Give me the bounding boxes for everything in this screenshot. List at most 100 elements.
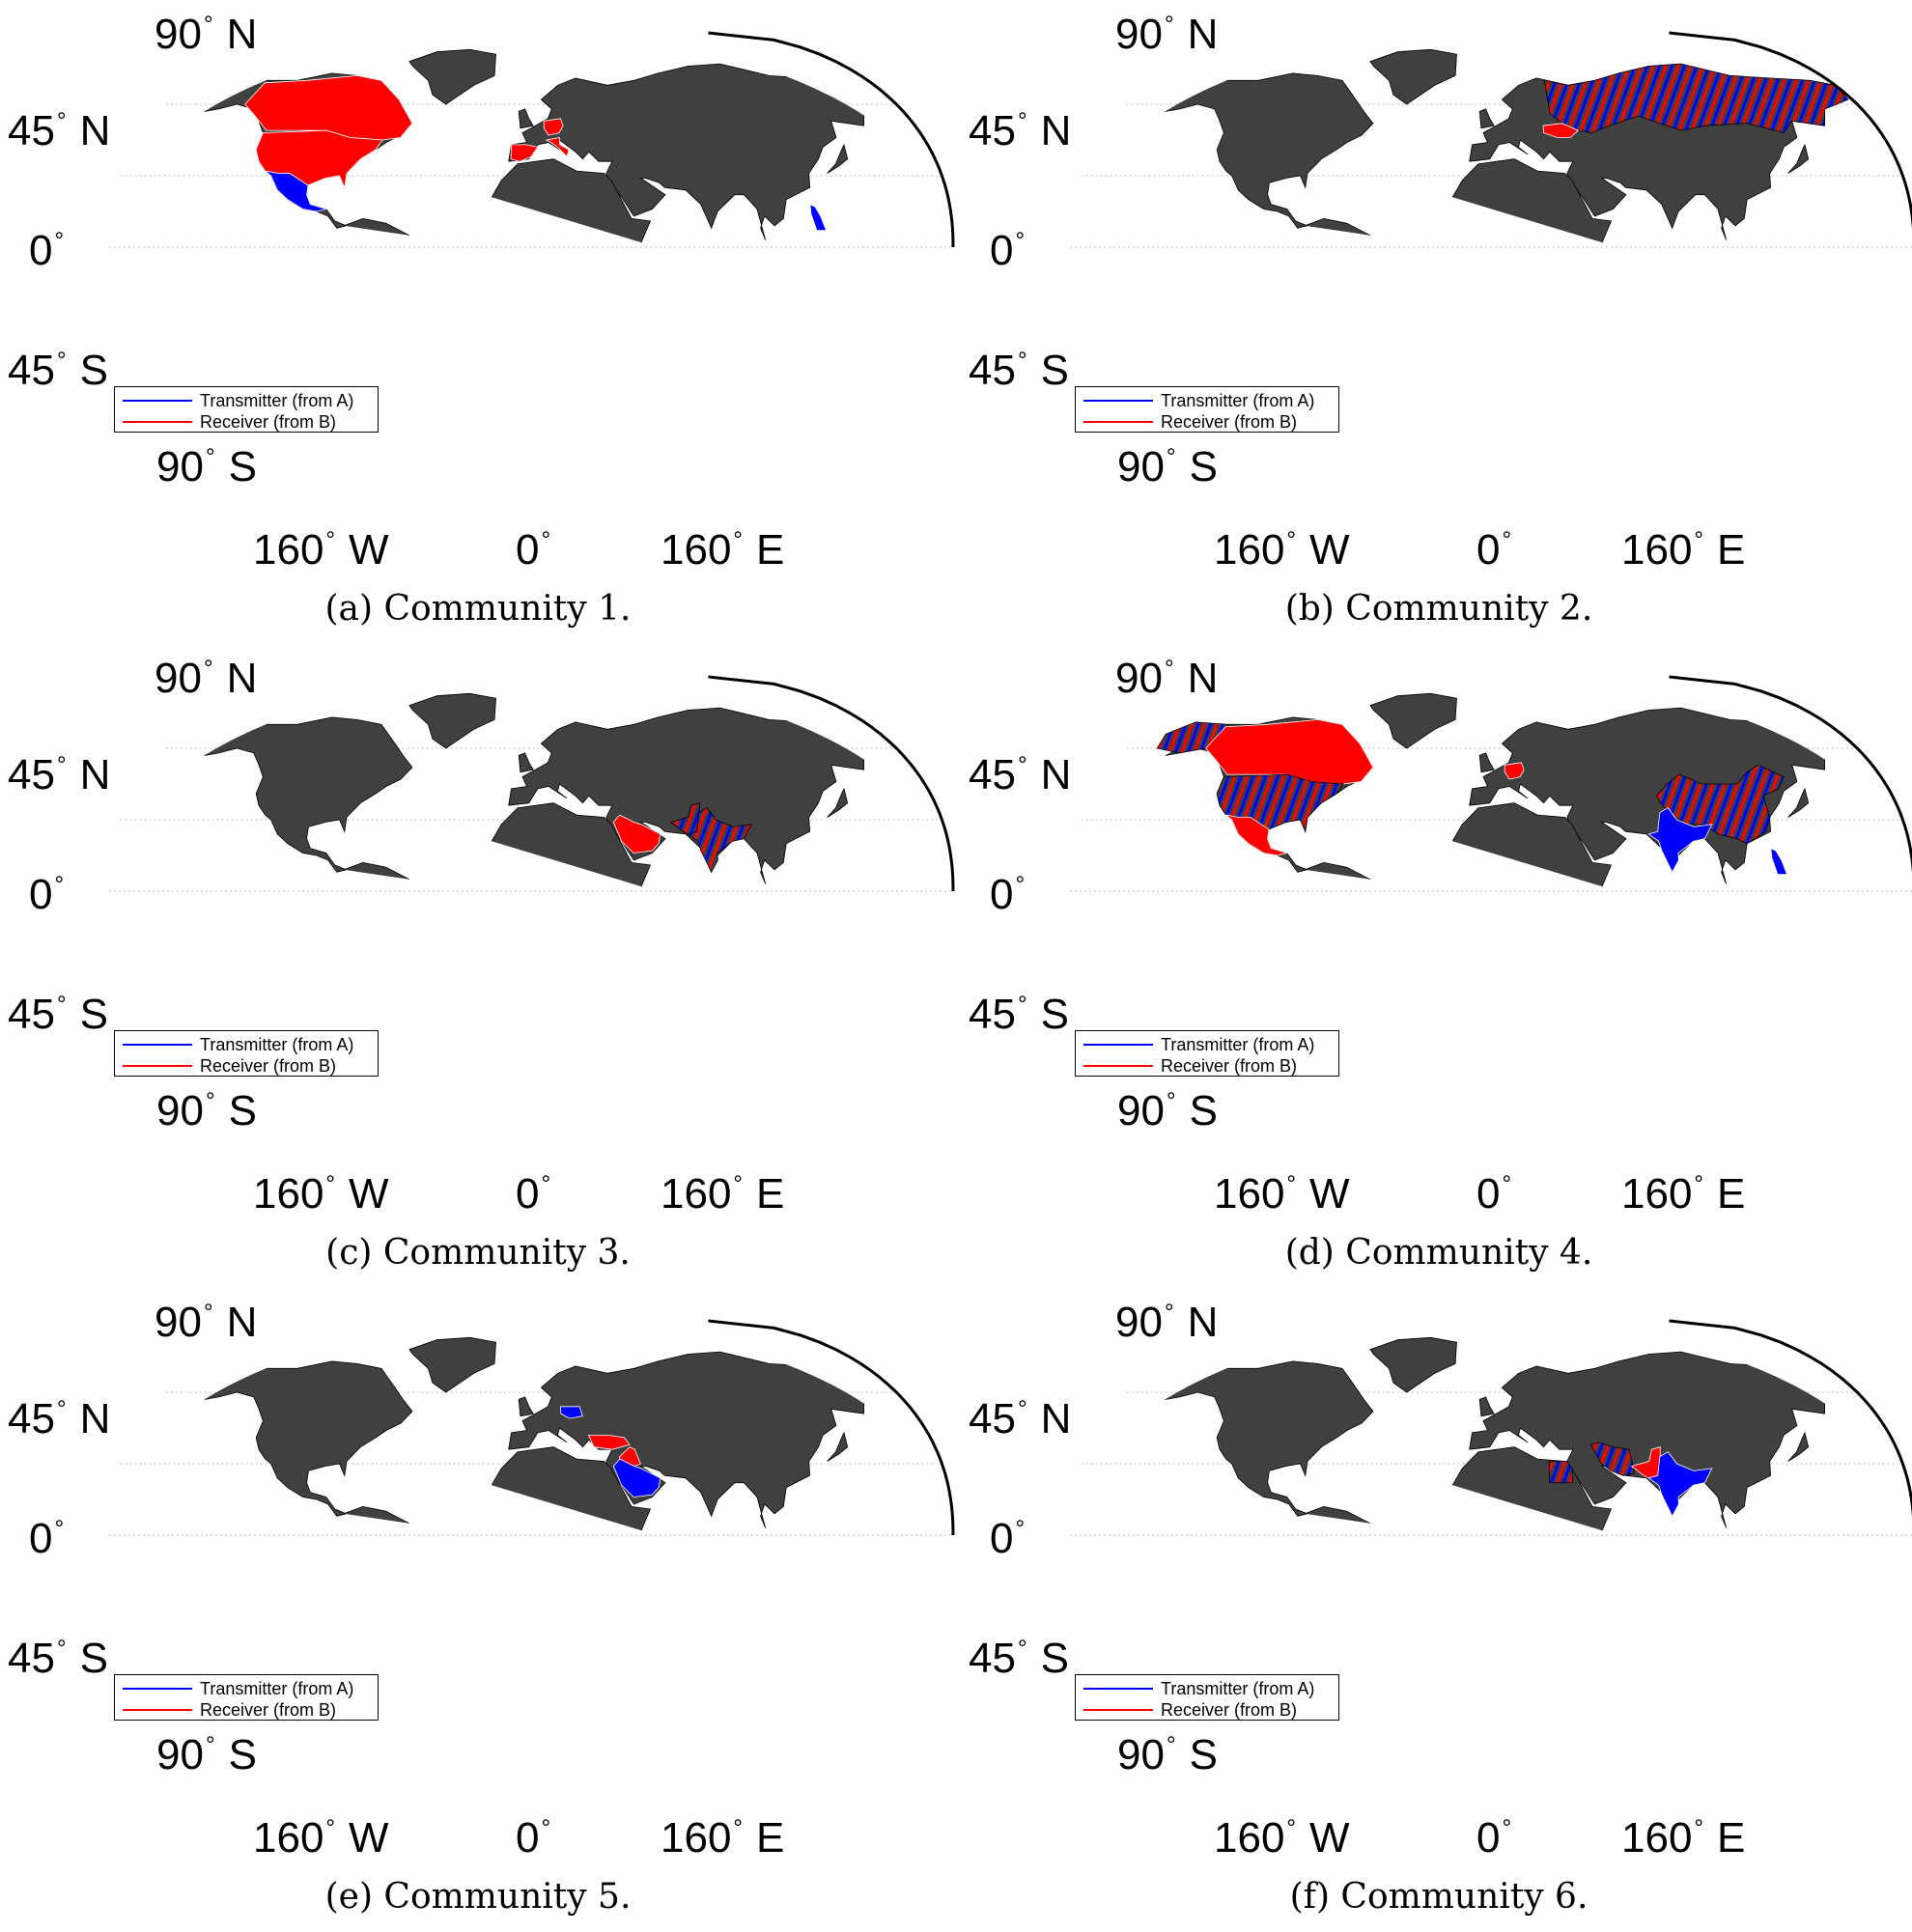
lat-label-90n: 90° N: [155, 655, 258, 702]
lon-label-160e: 160° E: [661, 1814, 785, 1862]
lat-label-45n: 45° N: [969, 751, 1072, 798]
region-italy: [545, 137, 570, 158]
map-boundary: [708, 675, 955, 892]
lat-label-90n: 90° N: [155, 1299, 258, 1346]
region-canada: [244, 74, 413, 141]
lat-label-90n: 90° N: [155, 11, 258, 58]
region-iran: [1589, 1442, 1636, 1476]
community-regions: [1542, 63, 1849, 138]
community-regions: [612, 802, 752, 874]
lon-label-160e: 160° E: [661, 1170, 785, 1218]
region-canada: [1205, 718, 1374, 785]
lon-label-0: 0°: [516, 526, 551, 574]
region-spain: [510, 144, 539, 162]
transmitter-line-swatch: [123, 400, 192, 402]
landmass-south-america: [1304, 861, 1370, 881]
world-map: [0, 0, 955, 248]
map-boundary: [708, 31, 955, 248]
lat-label-90s: 90° S: [156, 443, 257, 490]
world-map: [1070, 1319, 1912, 1536]
land-masses: [1156, 1336, 1849, 1531]
landmass-north-america: [195, 1360, 413, 1517]
lat-label-45n: 45° N: [8, 751, 111, 798]
receiver-line-swatch: [123, 421, 192, 423]
world-map: [109, 1319, 955, 1536]
legend-label: Transmitter (from A): [1161, 1035, 1315, 1054]
panel-caption: (d) Community 4.: [1284, 1233, 1593, 1273]
region-india: [1647, 1451, 1713, 1518]
lat-label-45n: 45° N: [969, 1395, 1072, 1442]
landmass-south-america: [343, 861, 409, 881]
landmass-south-america: [343, 1505, 409, 1525]
map-panel-c: 90° N 45° N 0° 45° S 90° S 160° W 0° 160° E Tr…: [0, 644, 956, 1288]
lon-label-0: 0°: [1476, 1170, 1512, 1218]
panel-caption: (e) Community 5.: [324, 1877, 632, 1917]
landmass-south-america: [343, 217, 409, 237]
landmass-japan: [1787, 1431, 1810, 1462]
landmass-britain: [1478, 1396, 1495, 1417]
transmitter-line-swatch: [123, 1044, 192, 1046]
landmass-britain: [1478, 752, 1495, 773]
landmass-britain: [1478, 108, 1495, 129]
landmass-africa: [1451, 1446, 1613, 1531]
map-boundary: [708, 1319, 955, 1536]
landmass-greenland: [1369, 48, 1457, 105]
lat-label-45s: 45° S: [8, 1635, 108, 1682]
lat-label-90s: 90° S: [1117, 1731, 1218, 1778]
landmass-africa: [491, 1446, 652, 1531]
lat-label-90s: 90° S: [1117, 1087, 1218, 1134]
landmass-britain: [518, 752, 534, 773]
map-panel-b: 90° N 45° N 0° 45° S 90° S 160° W 0° 160° E Tr…: [961, 0, 1912, 644]
panel-caption: (f) Community 6.: [1289, 1877, 1589, 1917]
lon-label-160e: 160° E: [661, 526, 785, 574]
landmass-south-america: [1304, 1505, 1370, 1525]
landmass-africa: [1451, 802, 1613, 887]
receiver-line-swatch: [1083, 421, 1153, 423]
landmass-africa: [491, 802, 652, 887]
receiver-line-swatch: [123, 1065, 192, 1067]
map-legend: Transmitter (from A) Receiver (from B): [1075, 1674, 1339, 1721]
region-turkey: [587, 1435, 631, 1450]
legend-label: Receiver (from B): [1161, 1056, 1298, 1076]
lat-label-90s: 90° S: [156, 1731, 257, 1778]
map-panel-a: 90° N 45° N 0° 45° S 90° S 160° W 0° 160° E Tr…: [0, 0, 956, 644]
region-egypt: [1548, 1461, 1574, 1484]
landmass-eurasia: [508, 1351, 888, 1528]
landmass-eurasia: [1469, 1351, 1849, 1528]
lat-label-45n: 45° N: [8, 1395, 111, 1442]
landmass-greenland: [1369, 1336, 1457, 1393]
community-regions: [560, 1406, 661, 1498]
landmass-japan: [1787, 143, 1810, 174]
map-panel-d: 90° N 45° N 0° 45° S 90° S 160° W 0° 160° E Tr…: [961, 644, 1912, 1288]
landmass-south-america: [1304, 217, 1370, 237]
panel-caption: (b) Community 2.: [1284, 589, 1593, 629]
region-mexico: [264, 170, 328, 212]
landmass-greenland: [408, 692, 496, 749]
region-philippines: [1770, 847, 1788, 876]
panel-caption: (c) Community 3.: [325, 1233, 631, 1273]
landmass-eurasia: [508, 63, 888, 240]
lon-label-160w: 160° W: [253, 526, 389, 574]
lat-label-0: 0°: [29, 227, 65, 274]
landmass-north-america: [1156, 1360, 1374, 1517]
transmitter-line-swatch: [123, 1688, 192, 1690]
region-india: [687, 807, 752, 874]
lon-label-160w: 160° W: [253, 1170, 389, 1218]
landmass-africa: [1451, 158, 1613, 243]
landmass-greenland: [408, 1336, 496, 1393]
lat-label-45s: 45° S: [969, 1635, 1069, 1682]
receiver-line-swatch: [1083, 1065, 1153, 1067]
region-ukraine: [1542, 123, 1579, 138]
map-legend: Transmitter (from A) Receiver (from B): [114, 1030, 379, 1077]
region-poland: [560, 1406, 583, 1419]
map-legend: Transmitter (from A) Receiver (from B): [114, 386, 379, 433]
legend-label: Transmitter (from A): [1161, 1679, 1315, 1698]
lat-label-45n: 45° N: [969, 107, 1072, 154]
lat-label-90s: 90° S: [1117, 443, 1218, 490]
lat-label-0: 0°: [29, 871, 65, 918]
world-map: [109, 675, 955, 892]
map-legend: Transmitter (from A) Receiver (from B): [1075, 1030, 1339, 1077]
lon-label-0: 0°: [1476, 1814, 1512, 1862]
legend-label: Transmitter (from A): [1161, 391, 1315, 410]
transmitter-line-swatch: [1083, 1688, 1153, 1690]
